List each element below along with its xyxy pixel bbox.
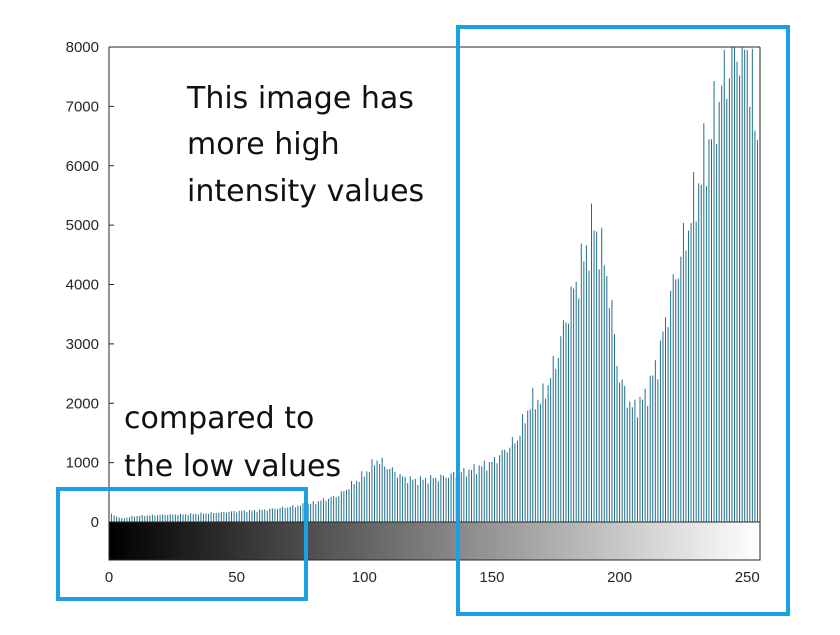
x-axis-ticks: 0 50 100 150 200 250 [105, 569, 760, 586]
x-tick-label: 250 [735, 569, 760, 586]
highlight-box-low-values [56, 487, 308, 601]
annotation-low-values: compared to the low values [124, 401, 341, 484]
histogram-bars [108, 47, 761, 522]
annotation-high-line-1: This image has [186, 81, 414, 116]
y-tick-label: 8000 [66, 39, 99, 56]
x-tick-label: 150 [479, 569, 504, 586]
x-tick-label: 200 [607, 569, 632, 586]
y-tick-label: 2000 [66, 395, 99, 412]
y-tick-label: 1000 [66, 455, 99, 472]
annotation-high-values: This image has more high intensity value… [186, 81, 424, 209]
highlight-box-high-values [456, 25, 790, 616]
y-tick-label: 0 [91, 514, 99, 531]
y-tick-label: 5000 [66, 217, 99, 234]
y-tick-label: 7000 [66, 98, 99, 115]
y-tick-label: 4000 [66, 277, 99, 294]
y-tick-label: 3000 [66, 336, 99, 353]
annotation-high-line-2: more high [187, 127, 340, 162]
grayscale-colorbar [108, 521, 761, 561]
x-tick-label: 50 [228, 569, 245, 586]
annotation-low-line-2: the low values [124, 449, 341, 484]
plot-area [109, 47, 760, 522]
x-tick-label: 0 [105, 569, 113, 586]
y-axis-ticks: 0 1000 2000 3000 4000 5000 6000 7000 8000 [66, 39, 114, 531]
y-tick-label: 6000 [66, 158, 99, 175]
annotation-low-line-1: compared to [124, 401, 314, 436]
x-tick-label: 100 [352, 569, 377, 586]
annotation-high-line-3: intensity values [187, 174, 424, 209]
